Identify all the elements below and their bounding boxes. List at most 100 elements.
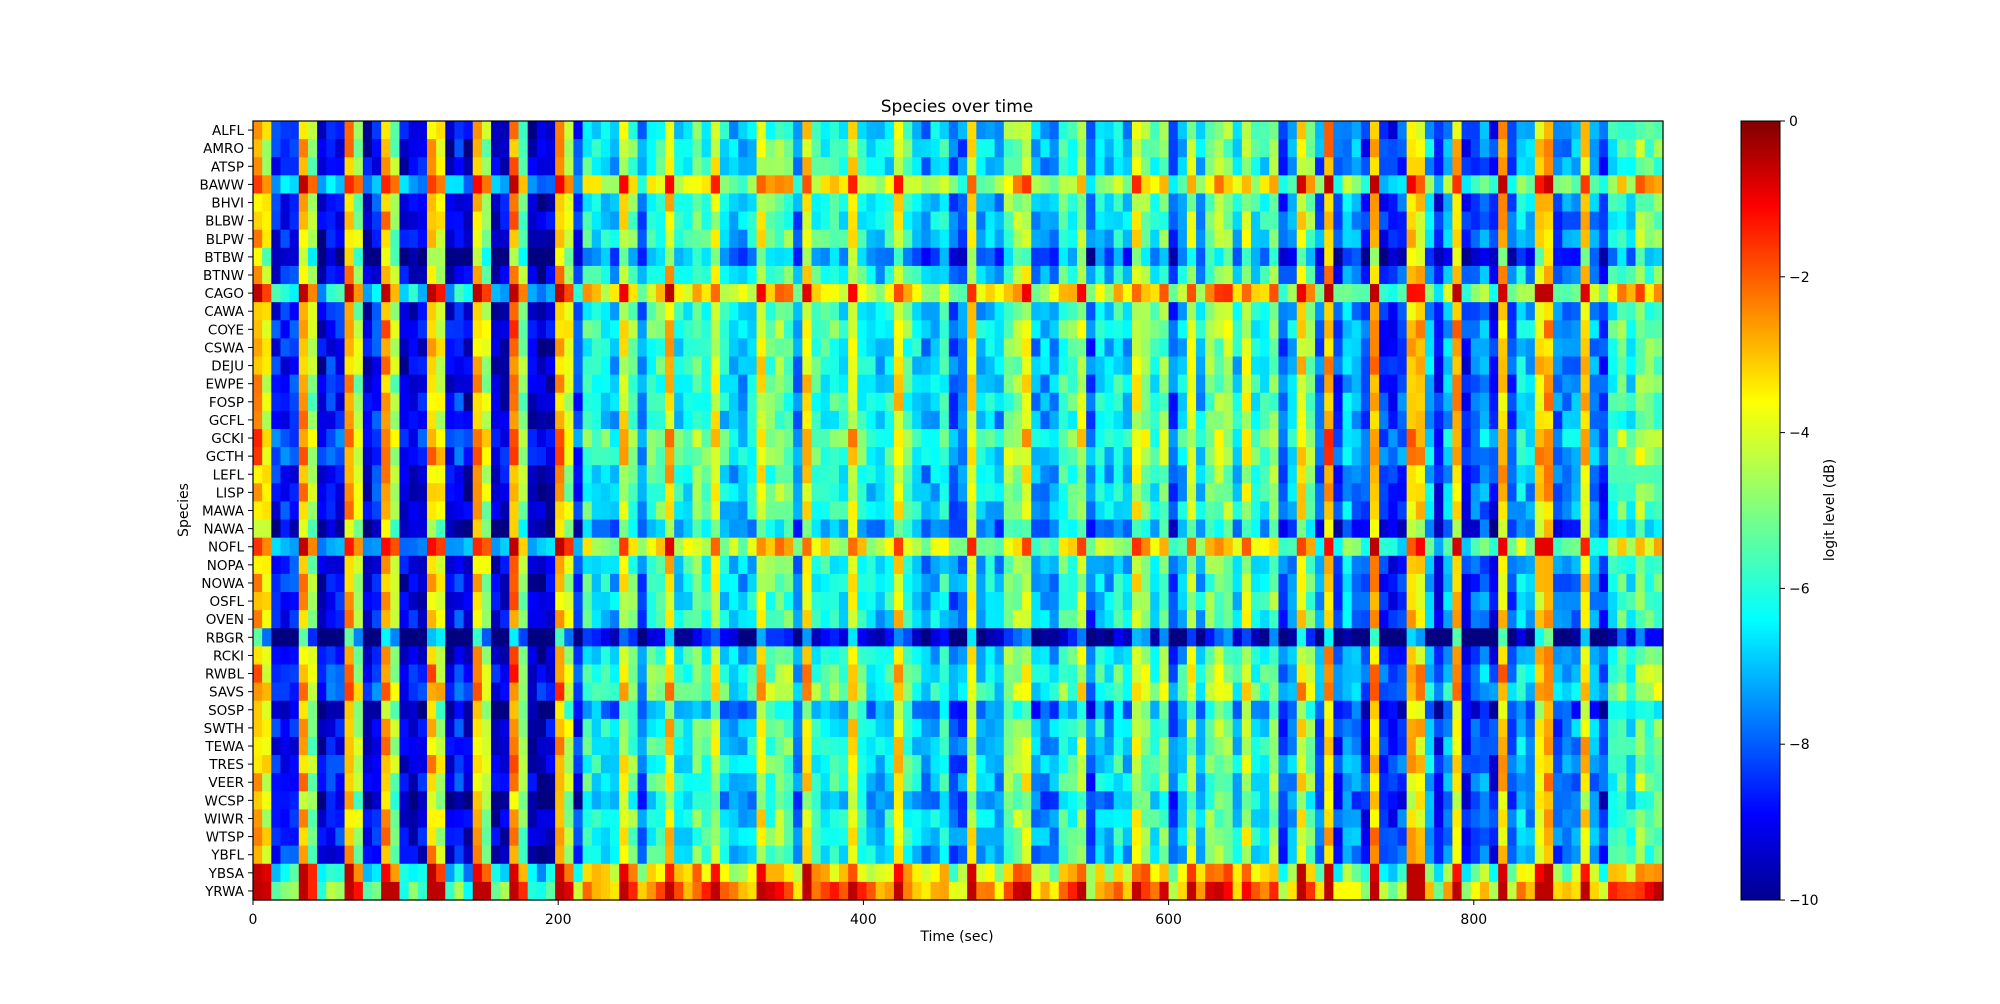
heatmap-cell (784, 537, 794, 557)
heatmap-cell (436, 338, 446, 358)
heatmap-cell (454, 175, 465, 195)
heatmap-cell (1543, 465, 1554, 484)
heatmap-cell (1324, 302, 1334, 321)
heatmap-cell (1095, 193, 1106, 213)
heatmap-cell (1122, 338, 1133, 358)
heatmap-cell (967, 157, 977, 176)
heatmap-cell (335, 356, 346, 376)
heatmap-cell (527, 447, 538, 466)
heatmap-cell (674, 302, 684, 321)
heatmap-cell (1287, 193, 1298, 213)
heatmap-cell (381, 573, 391, 593)
heatmap-cell (829, 519, 840, 539)
heatmap-cell (994, 302, 1005, 321)
heatmap-cell (1131, 428, 1142, 448)
heatmap-cell (1113, 302, 1124, 321)
heatmap-cell (729, 537, 739, 557)
heatmap-cell (1635, 410, 1646, 430)
heatmap-cell (1131, 284, 1142, 303)
heatmap-cell (994, 628, 1005, 647)
heatmap-cell (893, 555, 904, 575)
heatmap-cell (1003, 302, 1014, 321)
heatmap-cell (1324, 664, 1334, 684)
heatmap-cell (1196, 265, 1206, 285)
heatmap-cell (1351, 157, 1362, 176)
heatmap-cell (765, 211, 776, 231)
heatmap-cell (1635, 374, 1646, 394)
heatmap-cell (1443, 519, 1454, 539)
heatmap-cell (1562, 247, 1573, 267)
heatmap-cell (820, 428, 831, 448)
heatmap-cell (1598, 610, 1609, 629)
heatmap-cell (1278, 610, 1289, 629)
heatmap-cell (307, 573, 318, 593)
heatmap-cell (701, 573, 712, 593)
heatmap-cell (655, 537, 666, 557)
heatmap-cell (756, 483, 767, 503)
heatmap-cell (600, 664, 611, 684)
heatmap-cell (1534, 320, 1545, 339)
heatmap-cell (1479, 592, 1490, 611)
heatmap-cell (1186, 682, 1197, 702)
heatmap-cell (1012, 338, 1023, 358)
heatmap-cell (893, 483, 904, 503)
heatmap-cell (756, 664, 767, 684)
heatmap-cell (1397, 410, 1408, 430)
heatmap-cell (1122, 320, 1133, 339)
heatmap-cell (1543, 628, 1554, 647)
heatmap-cell (939, 374, 950, 394)
heatmap-cell (1177, 211, 1188, 231)
heatmap-cell (1122, 302, 1133, 321)
heatmap-cell (903, 483, 913, 503)
heatmap-cell (573, 157, 584, 176)
heatmap-cell (1351, 573, 1362, 593)
heatmap-cell (362, 320, 373, 339)
heatmap-cell (1040, 428, 1051, 448)
heatmap-cell (1351, 302, 1362, 321)
heatmap-cell (829, 592, 840, 611)
heatmap-cell (903, 537, 913, 557)
heatmap-cell (454, 229, 465, 249)
heatmap-cell (857, 247, 868, 267)
heatmap-cell (253, 121, 263, 140)
heatmap-cell (829, 302, 840, 321)
heatmap-cell (1196, 447, 1206, 466)
heatmap-cell (637, 592, 648, 611)
heatmap-cell (674, 682, 684, 702)
heatmap-cell (674, 320, 684, 339)
heatmap-cell (774, 646, 785, 666)
heatmap-cell (893, 592, 904, 611)
heatmap-cell (463, 537, 474, 557)
heatmap-cell (1086, 284, 1096, 303)
heatmap-cell (893, 682, 904, 702)
heatmap-cell (436, 428, 446, 448)
heatmap-cell (1644, 501, 1655, 521)
heatmap-cell (1250, 356, 1261, 376)
heatmap-cell (298, 447, 309, 466)
heatmap-cell (1516, 193, 1527, 213)
heatmap-cell (573, 501, 584, 521)
heatmap-cell (1150, 428, 1161, 448)
heatmap-cell (1031, 664, 1042, 684)
heatmap-cell (399, 628, 410, 647)
heatmap-cell (939, 265, 950, 285)
heatmap-cell (436, 139, 446, 158)
heatmap-cell (1379, 157, 1389, 176)
heatmap-cell (848, 664, 858, 684)
heatmap-cell (930, 193, 941, 213)
heatmap-cell (1617, 519, 1627, 539)
heatmap-cell (573, 664, 584, 684)
heatmap-cell (1122, 374, 1133, 394)
heatmap-cell (765, 592, 776, 611)
heatmap-cell (463, 265, 474, 285)
heatmap-cell (1040, 537, 1051, 557)
heatmap-cell (921, 447, 932, 466)
heatmap-cell (1287, 483, 1298, 503)
heatmap-cell (1214, 592, 1225, 611)
heatmap-cell (674, 610, 684, 629)
heatmap-cell (317, 573, 327, 593)
heatmap-cell (436, 356, 446, 376)
heatmap-cell (326, 356, 337, 376)
heatmap-cell (1342, 229, 1353, 249)
heatmap-cell (848, 338, 858, 358)
